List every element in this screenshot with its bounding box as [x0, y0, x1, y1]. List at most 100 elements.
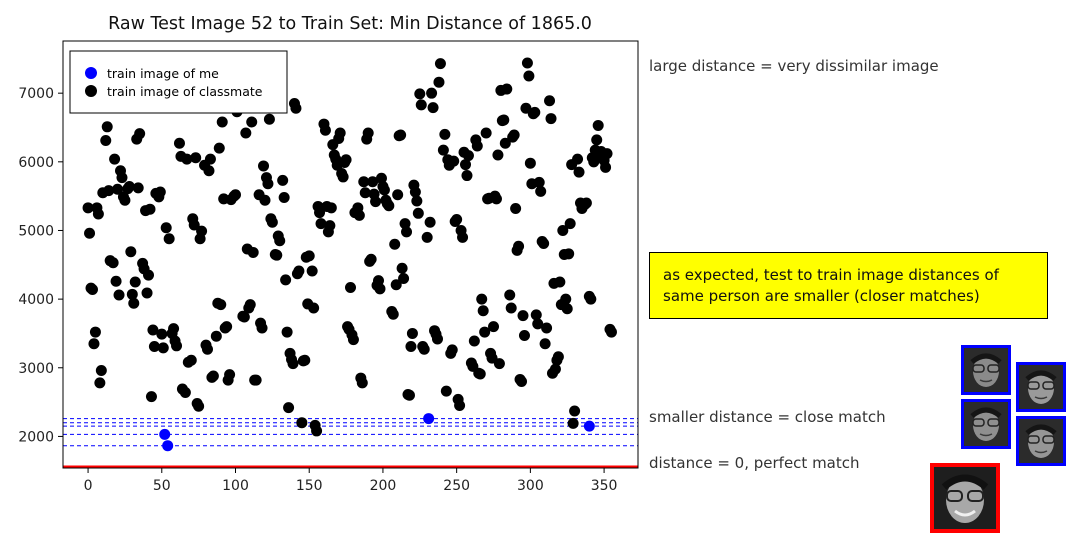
data-point-classmate — [374, 283, 386, 295]
data-point-classmate — [216, 116, 228, 128]
data-point-classmate — [406, 327, 418, 339]
data-point-classmate — [389, 238, 401, 250]
chart-title: Raw Test Image 52 to Train Set: Min Dist… — [108, 14, 592, 34]
data-point-classmate — [535, 185, 547, 197]
data-point-classmate — [468, 335, 480, 347]
data-point-classmate — [185, 354, 197, 366]
data-point-classmate — [398, 273, 410, 285]
data-point-classmate — [424, 216, 436, 228]
data-point-classmate — [492, 149, 504, 161]
data-point-classmate — [530, 309, 542, 321]
legend-marker-me — [85, 67, 97, 79]
data-point-classmate — [113, 289, 125, 301]
data-point-classmate — [109, 153, 121, 165]
data-point-classmate — [580, 197, 592, 209]
data-point-classmate — [141, 287, 153, 299]
data-point-classmate — [101, 121, 113, 133]
data-point-classmate — [411, 195, 423, 207]
data-point-classmate — [476, 293, 488, 305]
callout-box: as expected, test to train image distanc… — [649, 252, 1048, 319]
face-image — [1019, 365, 1063, 409]
data-point-classmate — [128, 297, 140, 309]
scatter-chart: Raw Test Image 52 to Train Set: Min Dist… — [18, 14, 639, 494]
data-point-classmate — [334, 127, 346, 139]
data-point-classmate — [278, 192, 290, 204]
data-point-classmate — [434, 58, 446, 70]
data-point-classmate — [431, 333, 443, 345]
data-point-classmate — [560, 293, 572, 305]
data-point-classmate — [427, 102, 439, 114]
data-point-classmate — [296, 417, 308, 429]
data-point-classmate — [437, 144, 449, 156]
data-point-classmate — [554, 276, 566, 288]
data-point-classmate — [488, 321, 500, 333]
data-point-classmate — [82, 202, 94, 214]
data-point-classmate — [347, 334, 359, 346]
data-point-classmate — [362, 127, 374, 139]
data-point-me — [583, 420, 595, 432]
data-point-classmate — [415, 99, 427, 111]
data-point-classmate — [523, 70, 535, 82]
data-point-classmate — [426, 87, 438, 99]
data-point-classmate — [157, 342, 169, 354]
data-point-classmate — [274, 235, 286, 247]
data-point-classmate — [412, 207, 424, 219]
data-point-classmate — [173, 137, 185, 149]
data-point-classmate — [204, 153, 216, 165]
data-point-classmate — [569, 405, 581, 417]
data-point-classmate — [529, 106, 541, 118]
data-point-classmate — [414, 88, 426, 100]
data-point-classmate — [433, 76, 445, 88]
data-point-classmate — [148, 340, 160, 352]
y-tick-label: 7000 — [18, 86, 54, 102]
data-point-classmate — [539, 338, 551, 350]
data-point-classmate — [518, 330, 530, 342]
data-point-classmate — [319, 124, 331, 136]
data-point-classmate — [493, 358, 505, 370]
data-point-classmate — [345, 281, 356, 293]
data-point-classmate — [510, 203, 522, 215]
data-point-classmate — [88, 338, 100, 350]
data-point-classmate — [359, 187, 371, 199]
data-point-me — [423, 413, 435, 425]
data-point-classmate — [498, 114, 510, 126]
data-point-classmate — [325, 202, 337, 214]
data-point-classmate — [250, 374, 262, 386]
data-point-classmate — [461, 170, 473, 182]
data-point-classmate — [92, 208, 104, 220]
data-point-classmate — [147, 324, 159, 336]
data-point-classmate — [446, 344, 458, 356]
data-point-classmate — [471, 140, 483, 152]
data-point-classmate — [134, 128, 146, 140]
data-point-classmate — [600, 161, 612, 173]
data-point-classmate — [490, 193, 502, 205]
x-tick-label: 250 — [443, 478, 470, 494]
data-point-classmate — [561, 303, 573, 315]
data-point-classmate — [119, 194, 131, 206]
data-point-classmate — [513, 240, 525, 252]
data-point-classmate — [353, 209, 365, 221]
data-point-classmate — [375, 172, 387, 184]
data-point-classmate — [95, 365, 107, 377]
y-tick-label: 4000 — [18, 292, 54, 308]
y-tick-label: 6000 — [18, 155, 54, 171]
match-face-thumbnail — [1016, 416, 1066, 466]
data-point-classmate — [538, 238, 550, 250]
plot-frame — [62, 40, 639, 469]
data-point-classmate — [370, 196, 382, 208]
data-point-classmate — [203, 165, 215, 177]
y-tick-label: 5000 — [18, 223, 54, 239]
data-point-classmate — [457, 231, 469, 243]
data-point-classmate — [215, 299, 227, 311]
data-point-classmate — [508, 129, 520, 141]
data-point-classmate — [156, 328, 168, 340]
data-point-classmate — [221, 321, 233, 333]
data-point-classmate — [541, 322, 553, 334]
data-point-classmate — [601, 148, 613, 160]
data-point-classmate — [358, 176, 370, 188]
data-points — [82, 57, 617, 452]
data-point-classmate — [259, 194, 271, 206]
data-point-classmate — [207, 370, 219, 382]
data-point-classmate — [524, 157, 536, 169]
x-tick-label: 100 — [222, 478, 249, 494]
